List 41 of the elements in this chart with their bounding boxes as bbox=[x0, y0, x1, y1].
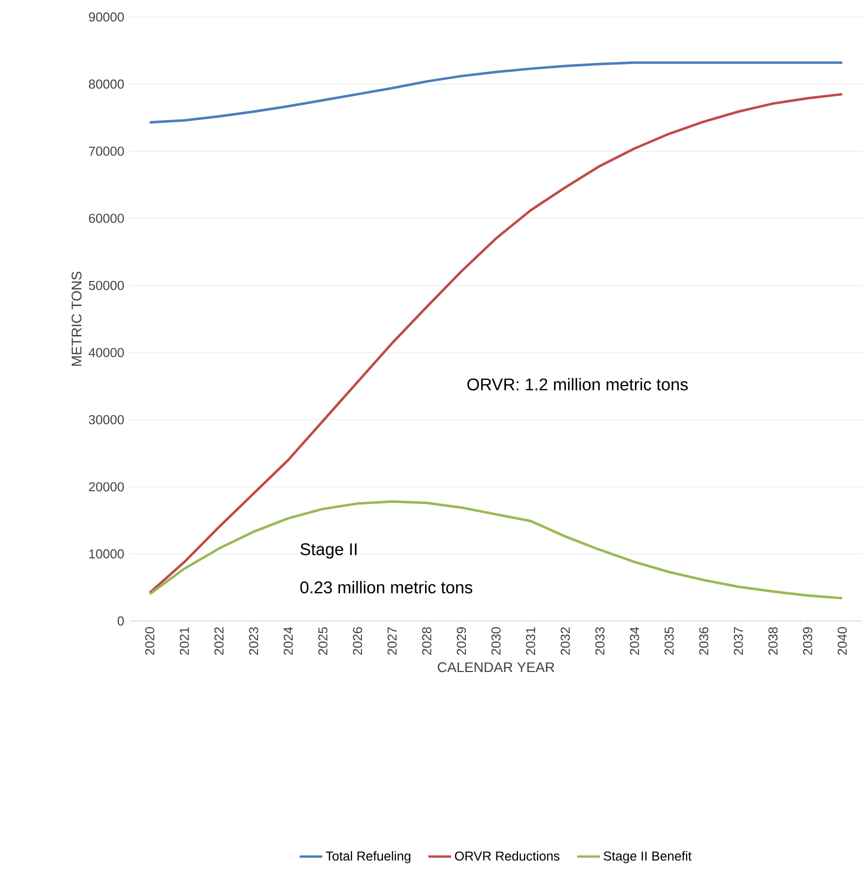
x-tick-label: 2039 bbox=[803, 627, 812, 655]
legend-label: Stage II Benefit bbox=[604, 851, 692, 864]
y-tick-label: 0 bbox=[118, 616, 124, 626]
y-tick-label: 10000 bbox=[89, 549, 124, 558]
x-tick-label: 2036 bbox=[699, 627, 708, 655]
y-tick-label: 40000 bbox=[88, 348, 124, 358]
x-tick-label: 2033 bbox=[595, 627, 604, 655]
y-tick-label: 80000 bbox=[88, 80, 124, 89]
x-tick-label: 2037 bbox=[734, 627, 743, 655]
x-tick-label: 2029 bbox=[456, 627, 466, 655]
line-series bbox=[148, 500, 844, 600]
legend-label: Total Refueling bbox=[326, 851, 410, 864]
x-tick-label: 2034 bbox=[630, 627, 640, 655]
x-tick-label: 2023 bbox=[249, 627, 258, 655]
x-tick-label: 2032 bbox=[560, 627, 570, 655]
x-tick-label: 2028 bbox=[422, 627, 432, 655]
line-series bbox=[148, 92, 844, 594]
x-tick-label: 2024 bbox=[284, 627, 293, 655]
x-tick-label: 2030 bbox=[491, 627, 501, 655]
y-tick-label: 60000 bbox=[88, 214, 124, 223]
x-tick-label: 2026 bbox=[352, 627, 362, 655]
y-tick-label: 70000 bbox=[89, 146, 124, 156]
x-tick-label: 2025 bbox=[318, 627, 328, 655]
y-tick-label: 50000 bbox=[88, 280, 124, 290]
x-tick-label: 2038 bbox=[768, 627, 778, 655]
y-tick-label: 30000 bbox=[88, 415, 124, 424]
x-tick-label: 2027 bbox=[388, 627, 397, 655]
x-tick-label: 2021 bbox=[180, 627, 189, 655]
y-tick-label: 20000 bbox=[88, 482, 124, 492]
x-tick-label: 2031 bbox=[526, 627, 536, 655]
x-tick-label: 2035 bbox=[664, 627, 674, 655]
legend-label: ORVR Reductions bbox=[454, 851, 560, 861]
annotation: 0.23 million metric tons bbox=[300, 580, 472, 594]
x-tick-label: 2020 bbox=[145, 627, 154, 655]
x-axis-title: CALENDAR YEAR bbox=[438, 662, 554, 672]
annotation: ORVR: 1.2 million metric tons bbox=[467, 378, 688, 390]
y-axis-title: METRIC TONS bbox=[72, 272, 82, 366]
annotation: Stage II bbox=[300, 543, 356, 559]
x-tick-label: 2022 bbox=[214, 627, 224, 655]
y-tick-label: 90000 bbox=[88, 12, 124, 22]
x-tick-label: 2040 bbox=[838, 627, 847, 655]
